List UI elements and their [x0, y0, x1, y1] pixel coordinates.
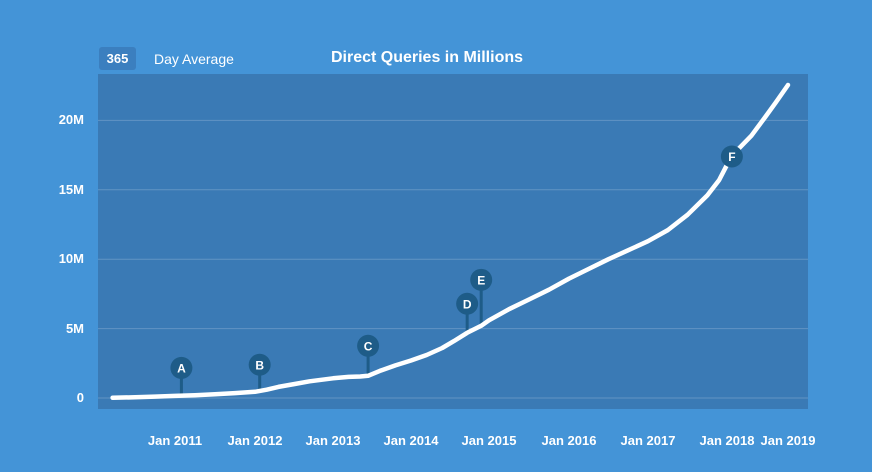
y-tick-label-0: 0 [76, 390, 84, 405]
marker-bubble-D [456, 292, 479, 315]
marker-D[interactable]: D [456, 292, 479, 315]
marker-letter-C: C [364, 339, 373, 353]
marker-letter-E: E [477, 273, 485, 287]
marker-A[interactable]: A [170, 356, 193, 379]
chart-title: Direct Queries in Millions [330, 49, 524, 66]
y-tick-label-15M: 15M [58, 181, 84, 197]
line-chart-canvas: A B C DE F [98, 82, 808, 400]
x-tick-label-2015: Jan 2015 [461, 433, 517, 448]
marker-letter-B: B [255, 358, 264, 372]
marker-bubble-E [470, 268, 493, 291]
y-tick-label-10M: 10M [58, 251, 84, 267]
marker-bubble-F [720, 145, 743, 168]
legend-period-value: 365 [106, 51, 129, 66]
marker-bubble-A [170, 356, 193, 379]
y-tick-label-20M: 20M [58, 112, 84, 128]
marker-bubble-B [248, 353, 271, 376]
legend-period-chip[interactable]: 365 [99, 47, 136, 70]
x-tick-label-2019: Jan 2019 [760, 433, 816, 448]
x-tick-label-2014: Jan 2014 [383, 433, 439, 448]
x-tick-label-2016: Jan 2016 [541, 433, 597, 448]
x-tick-label-2018: Jan 2018 [699, 433, 755, 448]
queries-trend-line [110, 82, 791, 400]
marker-letter-F: F [728, 150, 735, 164]
marker-E[interactable]: E [470, 268, 493, 291]
x-tick-label-2011: Jan 2011 [147, 433, 203, 448]
x-tick-label-2012: Jan 2012 [227, 433, 283, 448]
legend-period-label: Day Average [154, 50, 234, 67]
marker-letter-D: D [463, 297, 472, 311]
marker-C[interactable]: C [357, 334, 380, 357]
x-tick-label-2013: Jan 2013 [305, 433, 361, 448]
marker-F[interactable]: F [720, 145, 743, 168]
y-tick-label-5M: 5M [65, 320, 84, 336]
x-tick-label-2017: Jan 2017 [620, 433, 676, 448]
marker-bubble-C [357, 334, 380, 357]
marker-B[interactable]: B [248, 353, 271, 376]
marker-letter-A: A [177, 361, 186, 375]
